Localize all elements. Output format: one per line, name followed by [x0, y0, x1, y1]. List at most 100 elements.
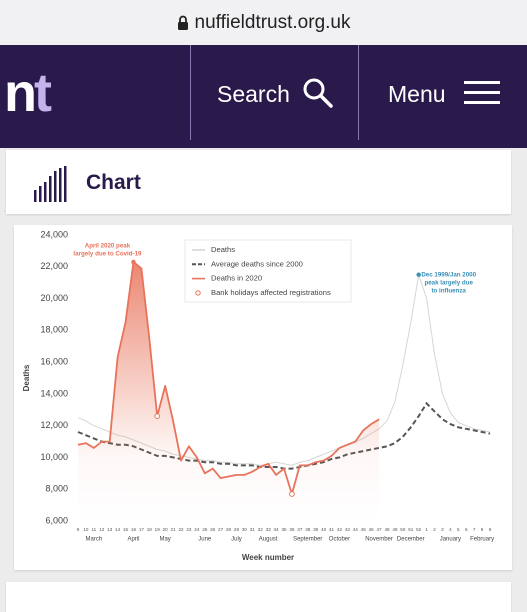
y-tick-label: 24,000 [40, 229, 68, 239]
x-tick-label: 9 [489, 527, 492, 532]
month-label: January [440, 537, 461, 543]
x-tick-label: 22 [178, 527, 184, 532]
x-tick-label: 44 [353, 527, 359, 532]
logo-n: n [4, 63, 37, 123]
x-tick-label: 15 [123, 527, 129, 532]
month-label: February [470, 537, 494, 543]
x-tick-label: 46 [369, 527, 375, 532]
month-label: September [293, 537, 322, 543]
lock-icon [177, 15, 188, 30]
x-tick-label: 43 [345, 527, 351, 532]
x-tick-label: 14 [115, 527, 121, 532]
x-axis-title: Week number [242, 553, 294, 562]
month-label: March [86, 537, 103, 543]
month-label: July [231, 537, 242, 543]
x-tick-label: 39 [313, 527, 319, 532]
legend-box [184, 239, 352, 303]
x-tick-label: 27 [218, 527, 224, 532]
y-axis-title: Deaths [22, 364, 31, 391]
search-button[interactable]: Search [217, 81, 290, 107]
annotation-point [131, 259, 136, 265]
x-tick-label: 45 [361, 527, 367, 532]
x-tick-label: 30 [242, 527, 248, 532]
logo[interactable]: nt [4, 63, 52, 123]
y-tick-label: 14,000 [40, 388, 68, 398]
url-bar[interactable]: nuffieldtrust.org.uk [0, 0, 527, 45]
menu-button[interactable]: Menu [388, 81, 446, 107]
month-label: December [397, 537, 425, 543]
x-tick-label: 36 [289, 527, 295, 532]
chart-card: Deaths Week number 6,000 8,000 10,000 12,00… [14, 225, 512, 570]
legend-label: Average deaths since 2000 [211, 259, 303, 268]
x-tick-label: 16 [131, 527, 137, 532]
legend-label: Bank holidays affected registrations [211, 288, 331, 297]
x-tick-label: 50 [400, 527, 406, 532]
x-tick-label: 8 [481, 527, 484, 532]
x-tick-label: 23 [186, 527, 192, 532]
x-tick-label: 40 [321, 527, 327, 532]
x-tick-label: 48 [384, 527, 390, 532]
y-tick-label: 6,000 [45, 515, 68, 525]
series-marker [154, 413, 161, 420]
x-tick-label: 20 [163, 527, 169, 532]
month-label: August [259, 537, 278, 543]
x-tick-label: 19 [155, 527, 161, 532]
nav-bar: nt Search Menu [0, 45, 527, 148]
y-tick-label: 10,000 [40, 452, 68, 462]
section-heading: Chart [86, 171, 141, 194]
x-tick-label: 26 [210, 527, 216, 532]
next-card [6, 582, 511, 612]
month-label: June [198, 537, 212, 543]
x-tick-label: 41 [329, 527, 335, 532]
x-tick-label: 11 [91, 527, 96, 532]
x-tick-label: 25 [202, 527, 208, 532]
x-tick-label: 10 [83, 527, 89, 532]
x-tick-label: 47 [377, 527, 383, 532]
y-tick-label: 16,000 [40, 356, 68, 366]
series-area [78, 262, 380, 521]
nav-divider [190, 45, 191, 140]
menu-icon[interactable] [464, 81, 500, 105]
x-tick-label: 35 [281, 527, 287, 532]
url-text: nuffieldtrust.org.uk [194, 11, 351, 33]
y-tick-label: 20,000 [40, 293, 68, 303]
y-tick-label: 8,000 [45, 484, 68, 494]
x-tick-label: 49 [392, 527, 398, 532]
month-label: October [329, 537, 350, 543]
x-tick-label: 5 [457, 527, 460, 532]
x-tick-label: 37 [297, 527, 303, 532]
x-tick-label: 2 [433, 527, 436, 532]
x-tick-label: 9 [77, 527, 80, 532]
legend-label: Deaths [211, 245, 235, 254]
annotation-text: peak largely due [424, 279, 473, 286]
annotation-text: Dec 1999/Jan 2000 [421, 271, 476, 278]
x-tick-label: 42 [337, 527, 343, 532]
x-tick-label: 13 [107, 527, 113, 532]
x-tick-label: 31 [250, 527, 256, 532]
x-tick-label: 21 [171, 527, 177, 532]
x-tick-label: 24 [194, 527, 200, 532]
month-label: April [127, 537, 139, 543]
month-label: November [365, 537, 393, 543]
month-label: May [159, 537, 170, 543]
nav-divider [358, 45, 359, 140]
y-tick-label: 22,000 [40, 261, 68, 271]
annotation-text: largely due to Covid-19 [73, 251, 142, 258]
x-tick-label: 6 [465, 527, 468, 532]
x-tick-label: 38 [305, 527, 311, 532]
y-tick-label: 12,000 [40, 420, 68, 430]
legend-marker [195, 290, 201, 296]
search-icon[interactable] [302, 77, 334, 109]
x-tick-label: 52 [416, 527, 422, 532]
logo-t: t [34, 63, 52, 123]
x-tick-label: 18 [147, 527, 153, 532]
legend: Deaths Average deaths since 2000 Deaths in… [184, 239, 352, 303]
x-tick-label: 17 [139, 527, 145, 532]
x-tick-label: 51 [408, 527, 414, 532]
series-marker [289, 491, 295, 497]
x-tick-label: 34 [274, 527, 280, 532]
x-tick-label: 33 [266, 527, 272, 532]
chart-icon [34, 166, 67, 202]
x-tick-label: 4 [449, 527, 452, 532]
